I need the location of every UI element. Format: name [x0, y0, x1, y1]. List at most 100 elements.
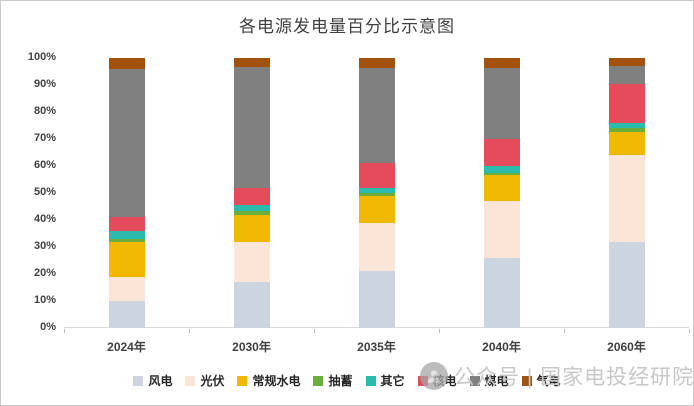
- x-tick-label: 2035年: [357, 340, 396, 354]
- bar-segment-常规水电: [233, 214, 270, 242]
- category-slot: [314, 58, 439, 328]
- y-tick-label: 50%: [33, 186, 56, 198]
- legend-item-光伏: 光伏: [185, 372, 224, 389]
- bar-segment-煤电: [608, 66, 645, 84]
- x-tick-label: 2060年: [607, 340, 646, 354]
- legend: 风电 光伏 常规水电 抽蓄 其它 核电 煤电 气电: [1, 372, 693, 389]
- legend-item-核电: 核电: [417, 372, 457, 389]
- x-tick-label: 2024年: [107, 340, 146, 354]
- bar-segment-风电: [108, 301, 145, 328]
- legend-label: 煤电: [484, 374, 509, 388]
- y-tick-label: 20%: [33, 267, 56, 279]
- bar-segment-抽蓄: [358, 193, 395, 196]
- bar-segment-其它: [108, 230, 145, 239]
- x-axis-tick: [564, 329, 565, 333]
- bar-segment-核电: [233, 187, 270, 206]
- bar-segment-气电: [358, 58, 395, 68]
- legend-swatch-icon: [469, 375, 480, 386]
- legend-item-抽蓄: 抽蓄: [313, 372, 353, 389]
- legend-item-煤电: 煤电: [469, 372, 509, 389]
- bar-segment-光伏: [608, 155, 645, 242]
- legend-label: 光伏: [200, 374, 225, 388]
- legend-swatch-icon: [133, 375, 144, 386]
- legend-item-其它: 其它: [365, 372, 405, 389]
- bar-segment-核电: [358, 163, 395, 188]
- bar-2060年: [608, 58, 645, 328]
- y-tick-label: 10%: [33, 294, 56, 306]
- legend-label: 气电: [536, 374, 561, 388]
- plot-area: [64, 58, 689, 328]
- bar-segment-光伏: [233, 241, 270, 283]
- bar-segment-煤电: [358, 67, 395, 164]
- bar-segment-气电: [108, 58, 145, 69]
- bar-segment-其它: [608, 122, 645, 129]
- legend-item-常规水电: 常规水电: [237, 372, 300, 389]
- bar-segment-风电: [233, 282, 270, 328]
- x-axis-tick: [439, 329, 440, 333]
- bar-segment-抽蓄: [108, 238, 145, 242]
- bar-segment-核电: [483, 139, 520, 167]
- bar-segment-煤电: [483, 67, 520, 140]
- y-tick-label: 70%: [33, 132, 56, 144]
- y-tick-label: 90%: [33, 78, 56, 90]
- bar-segment-煤电: [108, 68, 145, 218]
- y-tick-label: 40%: [33, 213, 56, 225]
- bar-segment-核电: [608, 83, 645, 123]
- legend-swatch-icon: [417, 375, 428, 386]
- legend-item-风电: 风电: [133, 372, 172, 389]
- category-slot: [64, 58, 189, 328]
- bar-segment-核电: [108, 217, 145, 231]
- category-slot: [439, 58, 564, 328]
- bar-segment-其它: [233, 205, 270, 211]
- bar-segment-风电: [608, 241, 645, 328]
- y-tick-label: 100%: [27, 51, 56, 63]
- y-tick-label: 0%: [40, 321, 56, 333]
- bar-segment-光伏: [358, 222, 395, 272]
- legend-item-气电: 气电: [521, 372, 561, 389]
- bar-2040年: [483, 58, 520, 328]
- bar-segment-煤电: [233, 67, 270, 188]
- chart-title: 各电源发电量百分比示意图: [239, 17, 455, 36]
- bar-segment-其它: [358, 187, 395, 194]
- legend-swatch-icon: [365, 375, 376, 386]
- legend-swatch-icon: [185, 375, 196, 386]
- y-tick-label: 80%: [33, 105, 56, 117]
- bar-segment-常规水电: [358, 195, 395, 223]
- x-axis-tick: [189, 329, 190, 333]
- x-tick-label: 2030年: [232, 340, 271, 354]
- x-axis-tick: [314, 329, 315, 333]
- legend-label: 风电: [148, 374, 173, 388]
- bar-segment-风电: [358, 271, 395, 328]
- bar-segment-光伏: [108, 276, 145, 301]
- bar-segment-常规水电: [483, 175, 520, 202]
- bar-2035年: [358, 58, 395, 328]
- bar-segment-抽蓄: [483, 172, 520, 176]
- bar-segment-光伏: [483, 201, 520, 258]
- legend-swatch-icon: [313, 375, 324, 386]
- x-tick-label: 2040年: [482, 340, 521, 354]
- category-slot: [189, 58, 314, 328]
- bar-segment-气电: [483, 58, 520, 68]
- x-axis-tick: [64, 329, 65, 333]
- legend-label: 常规水电: [252, 374, 301, 388]
- category-slot: [564, 58, 689, 328]
- bar-2024年: [108, 58, 145, 328]
- bar-segment-风电: [483, 257, 520, 328]
- y-tick-label: 60%: [33, 159, 56, 171]
- bar-2030年: [233, 58, 270, 328]
- bar-segment-抽蓄: [608, 128, 645, 133]
- bar-segment-气电: [608, 58, 645, 67]
- legend-swatch-icon: [521, 375, 532, 386]
- y-tick-label: 30%: [33, 240, 56, 252]
- bar-segment-其它: [483, 166, 520, 173]
- legend-swatch-icon: [237, 375, 248, 386]
- legend-label: 其它: [380, 374, 405, 388]
- bar-segment-常规水电: [608, 132, 645, 156]
- legend-label: 核电: [432, 374, 457, 388]
- bar-segment-抽蓄: [233, 210, 270, 215]
- x-axis-tick: [689, 329, 690, 333]
- bar-segment-气电: [233, 58, 270, 68]
- bar-segment-常规水电: [108, 241, 145, 277]
- legend-label: 抽蓄: [328, 374, 353, 388]
